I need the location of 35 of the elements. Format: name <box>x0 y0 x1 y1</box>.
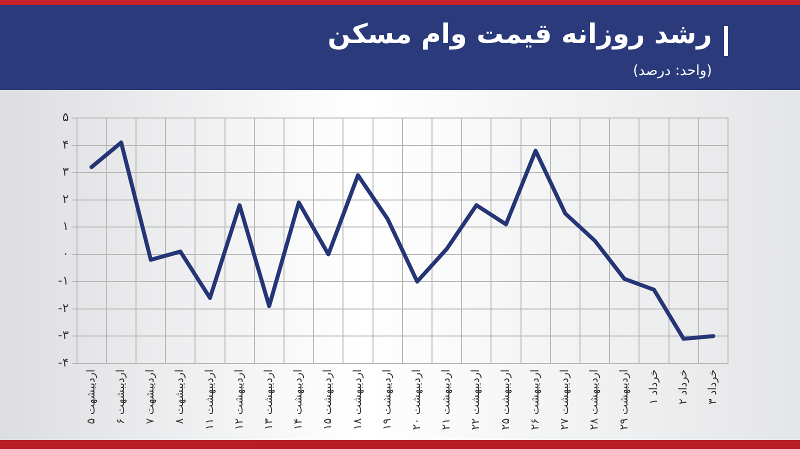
chart-subtitle: (واحد: درصد) <box>633 63 712 79</box>
y-tick-label: ۰ <box>62 246 69 260</box>
x-tick-label: ۲۸ اردیبهشت <box>588 369 601 430</box>
y-tick-label: -۱ <box>58 274 69 288</box>
x-tick-label: ۱۳ اردیبهشت <box>262 369 276 430</box>
y-tick-label: ۲ <box>62 192 69 206</box>
x-tick-label: ۳ خرداد <box>706 369 720 404</box>
x-tick-label: ۱۴ اردیبهشت <box>292 369 305 430</box>
chart-title: رشد روزانه قیمت وام مسکن <box>328 19 712 50</box>
x-tick-label: ۱۵ اردیبهشت <box>321 369 334 430</box>
x-tick-label: ۱۲ اردیبهشت <box>232 369 246 430</box>
x-tick-label: ۲۵ اردیبهشت <box>498 369 512 430</box>
x-tick-label: ۵ اردیبشهت <box>84 369 98 424</box>
x-tick-label: ۸ اردیبشهت <box>173 369 186 424</box>
x-tick-label: ۷ اردیبشهت <box>144 369 157 424</box>
y-tick-label: ۵ <box>62 110 69 124</box>
x-tick-label: ۲۲ اردیبهشت <box>469 369 482 430</box>
x-tick-label: ۲۰ اردیبهشت <box>410 369 424 430</box>
x-tick-label: ۱۸ اردیبهشت <box>350 369 364 430</box>
y-tick-label: -۳ <box>58 328 70 342</box>
x-tick-label: ۱۹ اردیبهشت <box>380 369 394 430</box>
x-tick-label: ۱ خرداد <box>646 369 660 404</box>
x-tick-label: ۲۱ اردیبهشت <box>440 369 453 430</box>
y-tick-label: ۱ <box>62 219 69 234</box>
y-tick-label: ۴ <box>62 137 69 152</box>
x-tick-label: ۲ خرداد <box>676 369 690 404</box>
x-tick-label: ۱۱ اردیبهشت <box>202 369 216 430</box>
x-tick-label: ۲۷ اردیبهشت <box>558 369 572 430</box>
x-tick-label: ۲۶ اردیبهشت <box>528 369 542 430</box>
y-tick-label: ۳ <box>62 164 70 179</box>
x-tick-label: ۶ اردیبشهت <box>114 369 128 424</box>
y-tick-label: -۲ <box>58 300 69 315</box>
y-tick-label: -۴ <box>58 355 69 370</box>
x-tick-label: ۲۹ اردیبهشت <box>617 369 630 430</box>
header-panel: رشد روزانه قیمت وام مسکن (واحد: درصد) <box>0 5 800 90</box>
